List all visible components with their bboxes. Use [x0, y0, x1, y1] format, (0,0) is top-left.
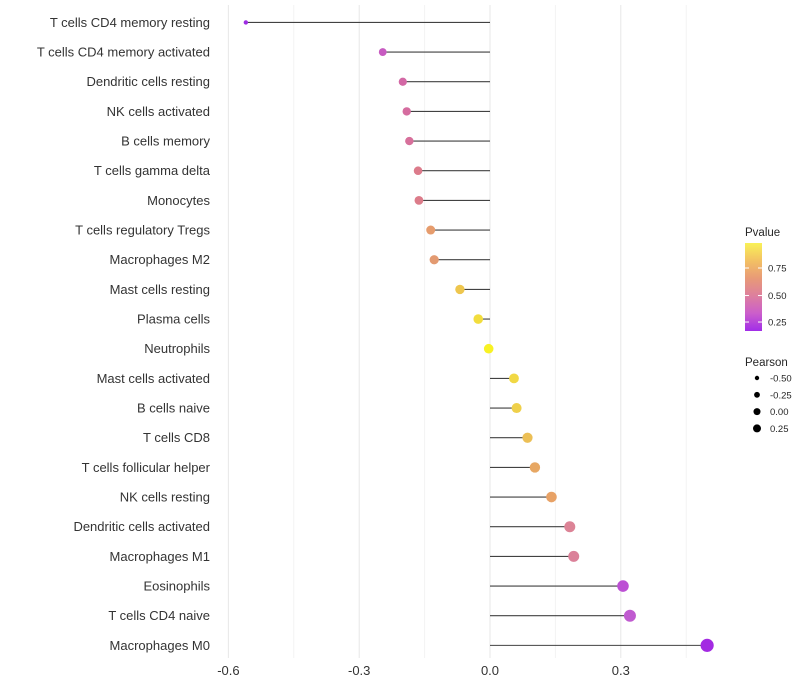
x-tick-label: -0.6	[217, 663, 239, 678]
category-label: Mast cells resting	[110, 282, 210, 297]
data-point	[426, 225, 436, 235]
data-point	[568, 550, 580, 562]
category-label: Macrophages M0	[110, 638, 210, 653]
pearson-size-dot	[754, 391, 760, 398]
category-label: NK cells activated	[107, 104, 210, 119]
colorbar-tick-label: 0.50	[768, 291, 787, 302]
data-point	[511, 403, 522, 414]
category-label: Dendritic cells activated	[73, 519, 210, 534]
pearson-size-label: -0.50	[770, 374, 792, 385]
data-point	[483, 343, 494, 354]
category-label: Dendritic cells resting	[86, 74, 210, 89]
data-point	[243, 20, 249, 25]
category-label: NK cells resting	[120, 490, 210, 505]
category-label: B cells memory	[121, 134, 210, 149]
data-point	[398, 77, 407, 86]
data-point	[378, 48, 387, 56]
data-point	[623, 609, 636, 622]
data-point	[405, 136, 414, 146]
category-label: Monocytes	[147, 193, 210, 208]
colorbar-tick-label: 0.25	[768, 318, 787, 329]
category-label: Macrophages M2	[110, 252, 210, 267]
category-label: T cells gamma delta	[94, 163, 211, 178]
category-label: T cells CD8	[143, 430, 210, 445]
pearson-size-dot	[754, 375, 760, 381]
x-tick-label: -0.3	[348, 663, 370, 678]
data-point	[700, 638, 714, 652]
data-point	[414, 195, 424, 205]
data-point	[455, 284, 465, 295]
category-label: Neutrophils	[144, 341, 210, 356]
data-point	[429, 255, 439, 265]
x-tick-label: 0.0	[481, 663, 499, 678]
pearson-size-label: 0.00	[770, 407, 789, 418]
data-point	[509, 373, 519, 384]
colorbar-tick-label: 0.75	[768, 263, 787, 274]
data-point	[546, 491, 557, 503]
category-label: Plasma cells	[137, 312, 210, 327]
pearson-legend-title: Pearson	[745, 357, 788, 369]
data-point	[473, 314, 484, 324]
data-point	[564, 521, 576, 533]
category-label: T cells CD4 naive	[108, 608, 210, 623]
category-label: Eosinophils	[144, 579, 211, 594]
data-point	[529, 462, 541, 473]
x-tick-label: 0.3	[612, 663, 630, 678]
pvalue-legend-title: Pvalue	[745, 227, 780, 239]
category-label: T cells regulatory Tregs	[75, 223, 210, 238]
data-point	[402, 107, 411, 116]
pearson-size-label: 0.25	[770, 424, 789, 435]
data-point	[522, 432, 533, 443]
pvalue-colorbar	[745, 243, 762, 331]
data-point	[413, 166, 423, 176]
category-label: Mast cells activated	[97, 371, 210, 386]
pearson-size-label: -0.25	[770, 390, 792, 401]
category-label: T cells follicular helper	[82, 460, 211, 475]
data-point	[617, 580, 629, 592]
category-label: B cells naive	[137, 401, 210, 416]
category-label: Macrophages M1	[110, 549, 210, 564]
pearson-size-dot	[753, 408, 761, 416]
pearson-size-dot	[753, 424, 761, 433]
category-label: T cells CD4 memory activated	[37, 45, 210, 60]
category-label: T cells CD4 memory resting	[50, 15, 210, 30]
